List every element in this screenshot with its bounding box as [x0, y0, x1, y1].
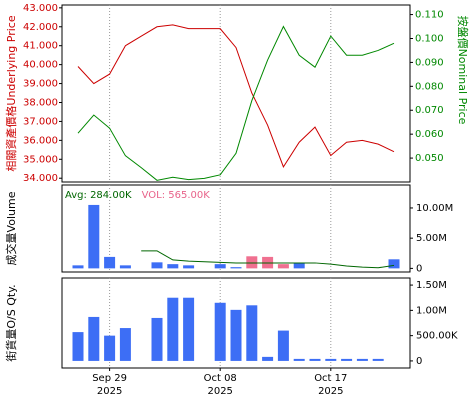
y-tick-label: 38.000: [23, 97, 58, 108]
y2-tick-label: 0.100: [415, 33, 444, 44]
annotation: VOL: 565.00K: [142, 190, 211, 201]
y-tick-label: 39.000: [23, 79, 58, 90]
y2-tick-label: 0.060: [415, 129, 444, 140]
x-tick-year: 2025: [207, 386, 232, 397]
x-tick-year: 2025: [97, 386, 122, 397]
bar: [372, 358, 384, 361]
bar: [230, 267, 242, 269]
bar: [151, 317, 163, 361]
y-tick-label: 1.50M: [416, 280, 447, 291]
bar: [167, 264, 179, 269]
bar: [309, 358, 321, 361]
y-tick-label: 5.00M: [416, 233, 447, 244]
x-tick-label: Oct 17: [314, 373, 347, 384]
bar: [341, 358, 353, 361]
x-tick-label: Sep 29: [92, 373, 127, 384]
bar: [325, 358, 337, 361]
bar: [104, 256, 116, 269]
bar: [151, 262, 163, 269]
bar: [167, 297, 179, 361]
bar: [246, 256, 258, 269]
bar: [293, 358, 305, 361]
bar: [183, 265, 195, 269]
y2-tick-label: 0.070: [415, 105, 444, 116]
bar: [356, 358, 368, 361]
bar: [230, 309, 242, 361]
y-axis-label: 街貨量O/S Qty.: [4, 284, 18, 361]
annotation: Avg: 284.00K: [65, 190, 132, 201]
bar: [262, 356, 274, 361]
y-tick-label: 10.00M: [416, 203, 453, 214]
y2-tick-label: 0.050: [415, 153, 444, 164]
bar: [104, 335, 116, 361]
y-tick-label: 43.000: [23, 3, 58, 14]
line-series: [141, 250, 395, 269]
y-tick-label: 34.000: [23, 173, 58, 184]
line-series: [77, 24, 395, 168]
y2-tick-label: 0.080: [415, 81, 444, 92]
y-tick-label: 0: [416, 263, 422, 274]
y-axis-label: 相關資產價格Underlying Price: [4, 15, 18, 171]
y2-axis-label: 按盤價Nominal Price: [456, 16, 470, 125]
bar: [72, 265, 84, 269]
bar: [293, 262, 305, 269]
bar: [183, 297, 195, 361]
bar: [277, 264, 289, 269]
y-tick-label: 500.00K: [416, 331, 458, 342]
line-series: [77, 25, 395, 181]
y-tick-label: 37.000: [23, 116, 58, 127]
bar: [119, 265, 131, 269]
bar: [88, 204, 100, 269]
bar: [388, 259, 400, 269]
x-tick-year: 2025: [318, 386, 343, 397]
y-axis-label: 成交量Volume: [4, 191, 18, 265]
bar: [246, 305, 258, 361]
bar: [214, 302, 226, 361]
y-tick-label: 35.000: [23, 154, 58, 165]
bar: [72, 332, 84, 361]
plot-area: [61, 184, 411, 273]
x-tick-label: Oct 08: [204, 373, 237, 384]
bar: [277, 330, 289, 361]
y-tick-label: 0: [416, 356, 422, 367]
y-tick-label: 40.000: [23, 60, 58, 71]
y-tick-label: 41.000: [23, 41, 58, 52]
y-tick-label: 36.000: [23, 135, 58, 146]
y-tick-label: 1.00M: [416, 305, 447, 316]
y-tick-label: 42.000: [23, 22, 58, 33]
plot-area: [61, 4, 411, 183]
y2-tick-label: 0.090: [415, 57, 444, 68]
plot-area: [61, 277, 411, 369]
bar: [119, 328, 131, 361]
bar: [88, 316, 100, 361]
bar: [214, 264, 226, 269]
y2-tick-label: 0.110: [415, 10, 444, 21]
